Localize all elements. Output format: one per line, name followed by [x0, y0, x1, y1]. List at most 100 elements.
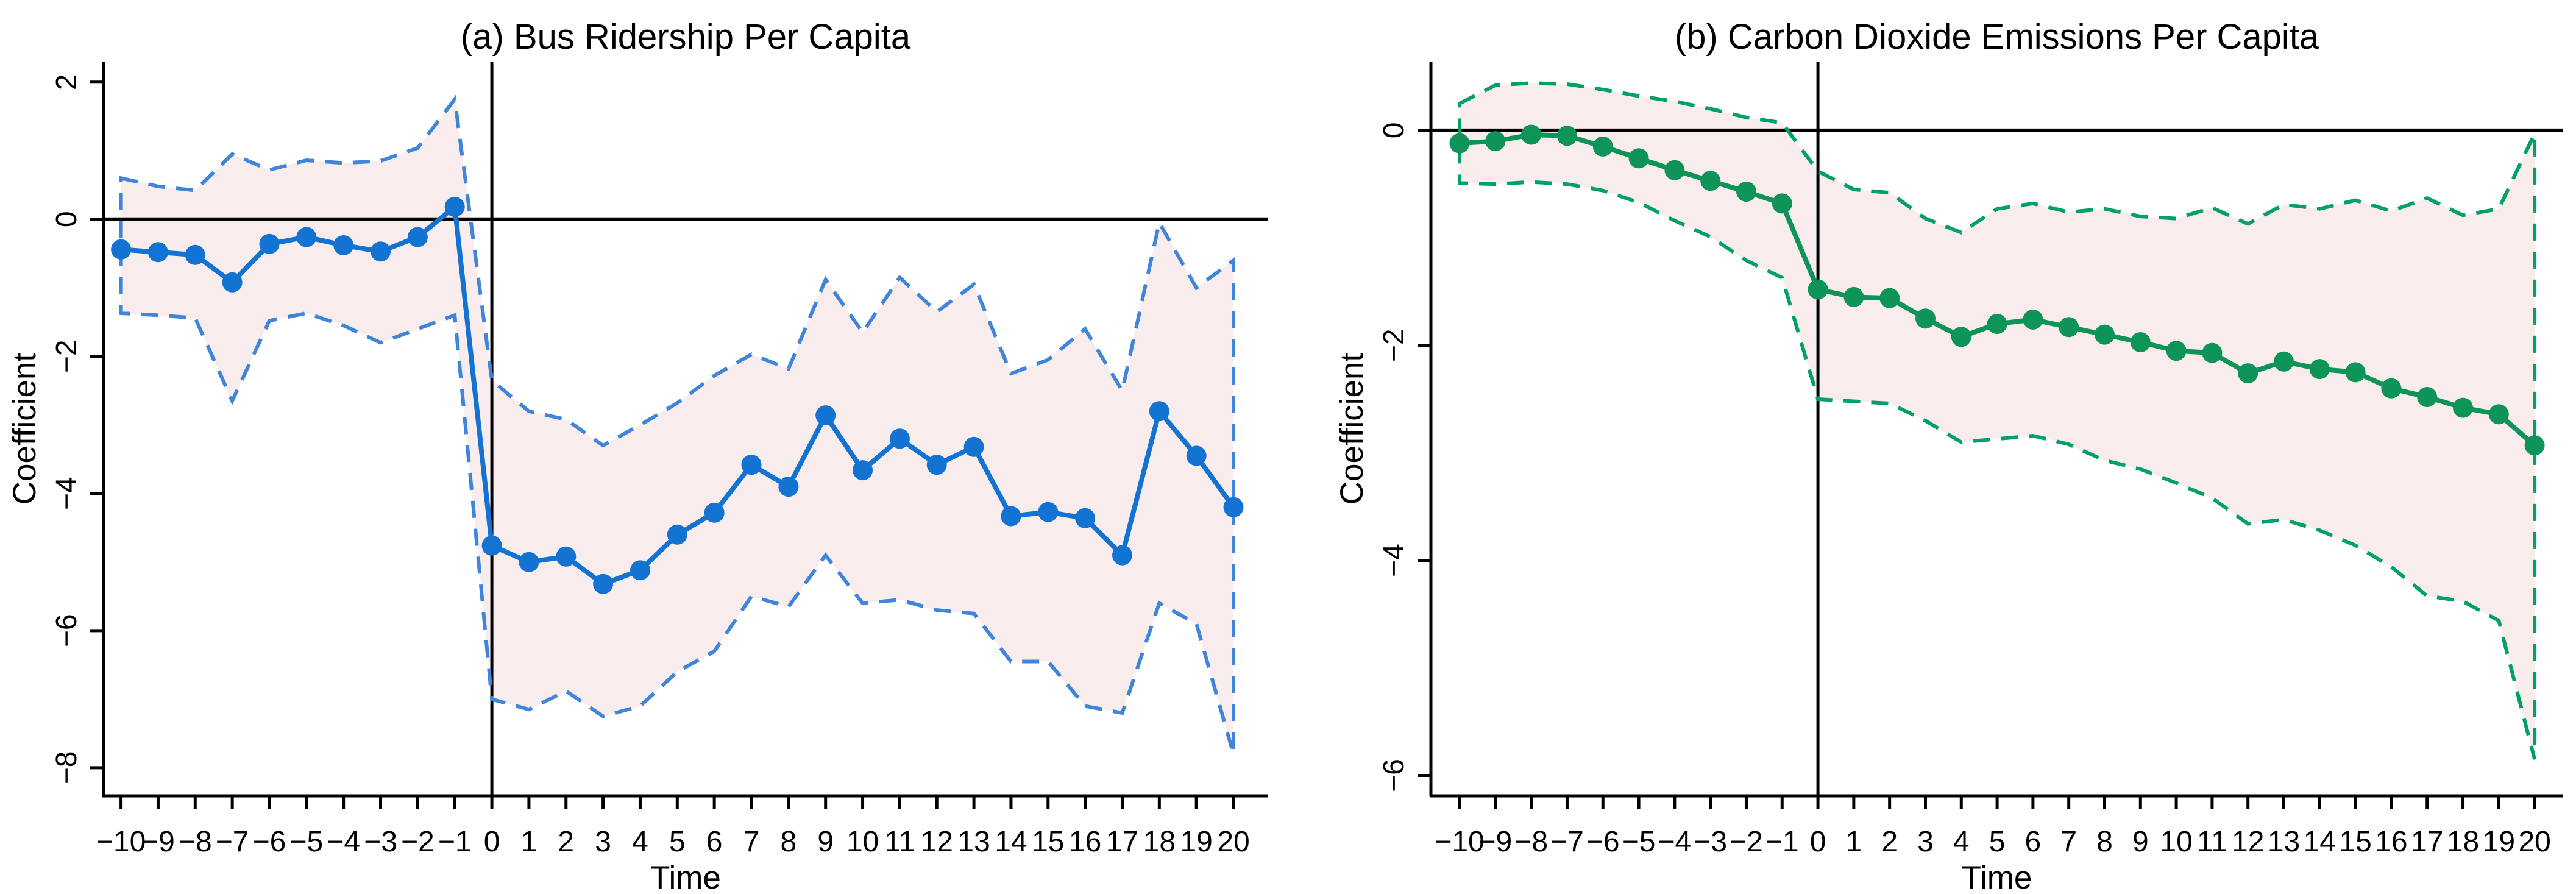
panel-b: −10−9 −8 −7 −6 −5 −4 −3 −2 −1 0 1 2 3 4 5 6 7 8 9 10 11 12 13 1…: [1334, 17, 2563, 894]
x-tick-label: −2: [1730, 826, 1763, 858]
coefficient-point: [333, 235, 354, 255]
x-tick-label: 19: [2483, 826, 2515, 858]
coefficient-point: [2488, 404, 2509, 425]
x-tick-label: 6: [2025, 826, 2042, 858]
x-tick-label: 18: [2447, 826, 2479, 858]
y-tick-label: −2: [51, 339, 83, 373]
coefficient-point: [1449, 133, 1470, 154]
ci-band: [121, 99, 1234, 754]
coefficient-point: [2453, 397, 2473, 418]
coefficient-point: [1223, 497, 1244, 517]
x-tick-label: 12: [921, 826, 953, 858]
x-tick-label: 16: [1069, 826, 1101, 858]
x-tick-label: 15: [2339, 826, 2371, 858]
x-axis-title: Time: [1962, 860, 2032, 894]
x-tick-label: −6: [253, 826, 286, 858]
x-tick-label: 2: [1881, 826, 1898, 858]
coefficient-point: [2345, 362, 2366, 383]
x-tick-label: 8: [2096, 826, 2113, 858]
coefficient-point: [1736, 182, 1756, 202]
coefficient-point: [147, 242, 168, 263]
ci-band: [1460, 83, 2535, 759]
coefficient-point: [1075, 508, 1096, 528]
x-tick-label: 9: [817, 826, 834, 858]
x-tick-label: 19: [1180, 826, 1212, 858]
coefficient-point: [2202, 342, 2223, 363]
coefficient-point: [741, 455, 762, 475]
coefficient-point: [2524, 435, 2545, 456]
x-tick-label: 7: [743, 826, 760, 858]
coefficient-point: [2417, 387, 2438, 407]
x-tick-label: −3: [364, 826, 397, 858]
coefficient-point: [1557, 126, 1577, 146]
x-tick-label: −2: [401, 826, 435, 858]
x-tick-label: −10: [1435, 826, 1484, 858]
x-tick-label: 18: [1143, 826, 1176, 858]
coefficient-point: [407, 227, 428, 247]
coefficient-point: [1592, 136, 1613, 157]
x-tick-label: −3: [1694, 826, 1727, 858]
coefficient-point: [2059, 317, 2079, 338]
coefficient-point: [815, 405, 836, 426]
x-tick-label: −6: [1586, 826, 1620, 858]
x-tick-label: −8: [1514, 826, 1548, 858]
coefficient-point: [2274, 351, 2294, 372]
coefficient-point: [853, 460, 873, 481]
x-tick-label: 10: [2160, 826, 2192, 858]
x-tick-label: 6: [706, 826, 723, 858]
coefficient-point: [1808, 279, 1828, 300]
coefficient-point: [889, 428, 910, 449]
x-tick-label: 15: [1032, 826, 1064, 858]
x-axis-title: Time: [650, 860, 721, 894]
x-tick-label: 5: [1989, 826, 2006, 858]
x-tick-label: −5: [1622, 826, 1656, 858]
y-tick-label: 0: [51, 211, 83, 227]
y-tick-label: −6: [1378, 759, 1410, 792]
ci-border: [1458, 81, 2537, 760]
x-tick-label: 5: [669, 826, 686, 858]
x-tick-label: 11: [884, 826, 915, 858]
y-tick-label: −6: [51, 614, 83, 647]
coefficient-point: [1038, 502, 1059, 522]
x-tick-label: −9: [1478, 826, 1512, 858]
x-tick-label: −8: [179, 826, 212, 858]
coefficient-point: [778, 477, 799, 497]
coefficient-point: [1915, 308, 1936, 329]
coefficient-point: [1112, 545, 1132, 566]
coefficient-point: [2095, 324, 2115, 345]
x-tick-label: 2: [558, 826, 574, 858]
y-tick-label: −4: [1378, 544, 1410, 577]
x-tick-label: −5: [289, 826, 323, 858]
coefficient-point: [259, 233, 280, 254]
x-tick-label: −7: [1550, 826, 1584, 858]
x-tick-label: 12: [2232, 826, 2264, 858]
coefficient-point: [926, 455, 947, 475]
x-tick-label: 11: [2197, 826, 2227, 858]
x-tick-label: 9: [2132, 826, 2149, 858]
x-tick-label: −10: [96, 826, 146, 858]
y-tick-label: −2: [1378, 328, 1410, 362]
x-tick-label: −1: [1765, 826, 1799, 858]
panel-title: (a) Bus Ridership Per Capita: [461, 17, 911, 57]
y-tick-label: 2: [51, 74, 83, 90]
coefficient-point: [1186, 445, 1207, 466]
coefficient-point: [1843, 286, 1864, 307]
panel-a: −10−9 −8 −7 −6 −5 −4 −3 −2 −1 0 1 2 3 4 5 6 7 8 9 10 11 12 13 1…: [7, 17, 1268, 894]
coefficient-point: [1001, 506, 1021, 527]
x-tick-label: 3: [1917, 826, 1934, 858]
coefficient-point: [111, 239, 132, 260]
coefficient-point: [2381, 378, 2402, 399]
coefficient-point: [1879, 288, 1900, 308]
coefficient-point: [630, 560, 650, 581]
coefficient-point: [444, 197, 465, 217]
coefficient-point: [371, 241, 391, 262]
x-tick-label: 3: [595, 826, 611, 858]
x-tick-label: 13: [957, 826, 990, 858]
x-tick-label: 4: [1953, 826, 1970, 858]
x-tick-label: 0: [484, 826, 500, 858]
coefficient-point: [593, 573, 614, 594]
x-tick-label: 0: [1810, 826, 1826, 858]
x-tick-label: −4: [327, 826, 360, 858]
